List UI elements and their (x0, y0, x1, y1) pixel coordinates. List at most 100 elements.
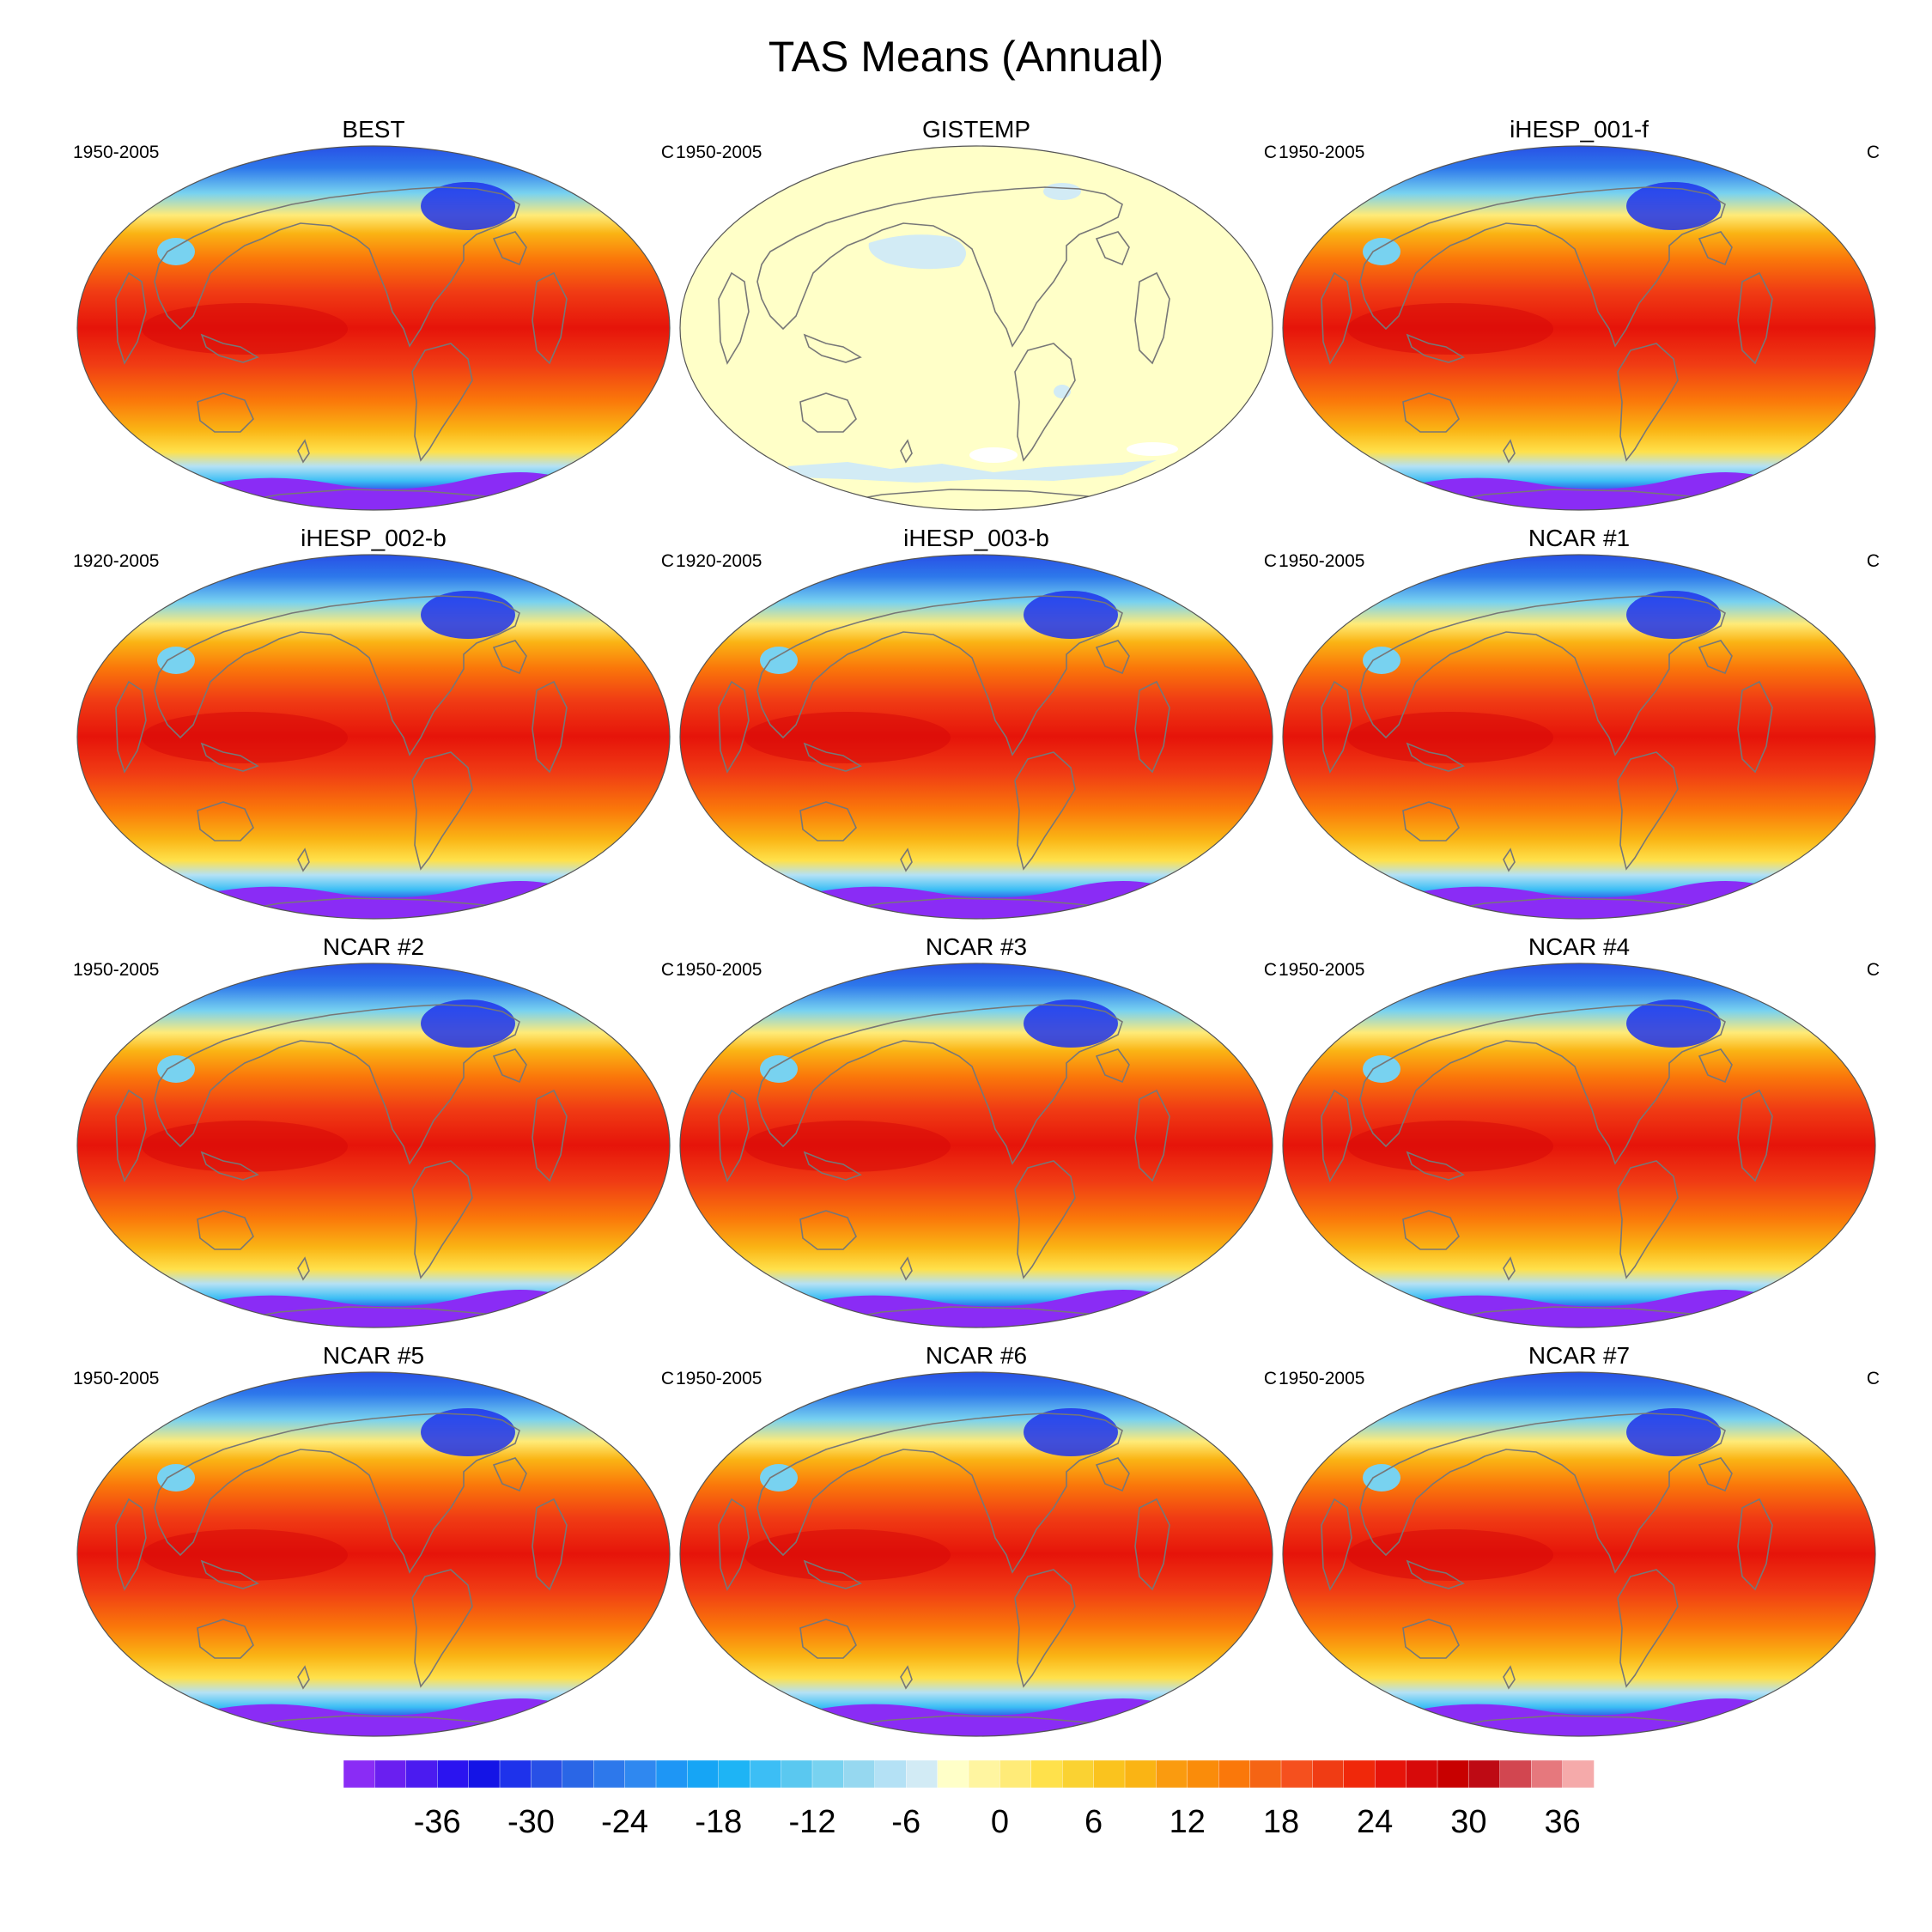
coastline (154, 1413, 520, 1574)
coastline (718, 1498, 750, 1591)
panel-period: 1950-2005 (73, 1369, 160, 1388)
panel-unit: C (1866, 551, 1880, 571)
panel-title: GISTEMP (921, 116, 1030, 143)
colorbar-swatch (687, 1760, 720, 1789)
cold-region (1024, 1408, 1118, 1456)
coastline (718, 1089, 750, 1182)
temperature-map (1282, 145, 1876, 511)
colorbar-swatch (1030, 1760, 1063, 1789)
panel-title: NCAR #6 (925, 1342, 1028, 1369)
colorbar-tick-label: 6 (1084, 1804, 1103, 1840)
cold-region (1024, 999, 1118, 1048)
temperature-map (679, 145, 1273, 511)
cold-region (1626, 182, 1721, 230)
plateau-cold-spot (1363, 1055, 1400, 1083)
panel-period: 1950-2005 (676, 960, 762, 980)
coastline (1321, 1089, 1352, 1182)
coastline (1134, 271, 1170, 365)
temperature-field (1283, 963, 1875, 1327)
coastline (297, 439, 310, 464)
map-panel: iHESP_002-b 1920-2005 C (73, 526, 674, 920)
map-outline (1282, 1371, 1876, 1737)
coastline (1134, 680, 1170, 774)
map-outline (679, 1371, 1273, 1737)
panel-unit: C (1263, 143, 1277, 162)
panel-title: NCAR #4 (1528, 933, 1631, 960)
plateau-cold-spot (760, 647, 798, 674)
coastline (1014, 343, 1076, 462)
map-outline (76, 145, 671, 511)
coastline (718, 271, 750, 365)
colorbar-swatch (1218, 1760, 1251, 1789)
coastline (532, 271, 568, 365)
coastline (803, 742, 862, 772)
map-panel: GISTEMP 1950-2005 C (676, 117, 1277, 512)
warm-pool (744, 1121, 951, 1172)
map-outline (679, 145, 1273, 511)
temperature-field (1283, 146, 1875, 510)
warm-pool (142, 1121, 348, 1172)
missing-data-patch (1127, 442, 1178, 456)
map-panel: NCAR #5 1950-2005 C (73, 1343, 674, 1738)
panel-title: iHESP_002-b (301, 525, 447, 551)
coastline (200, 742, 259, 772)
plateau-cold-spot (1363, 647, 1400, 674)
colorbar-swatch (1406, 1760, 1438, 1789)
warm-pool (1347, 1121, 1553, 1172)
panel-period: 1950-2005 (676, 143, 762, 162)
cool-patch (787, 460, 1157, 483)
panel-title: NCAR #5 (322, 1342, 425, 1369)
map-outline (679, 554, 1273, 920)
colorbar-swatch (811, 1760, 845, 1789)
coastline (411, 1569, 473, 1688)
colorbar-swatch (874, 1760, 907, 1789)
coastline (1095, 640, 1130, 675)
coastline (1698, 1048, 1733, 1084)
cold-region (1626, 591, 1721, 639)
colorbar-swatch (906, 1760, 939, 1789)
panel-period: 1950-2005 (73, 960, 160, 980)
temperature-map (76, 963, 671, 1328)
coastline (532, 1498, 568, 1591)
cold-region (421, 999, 515, 1048)
colorbar-tick-label: 18 (1263, 1804, 1299, 1840)
coastline (411, 751, 473, 871)
coastline (492, 1457, 527, 1492)
colorbar-swatch (999, 1760, 1032, 1789)
colorbar-swatch (781, 1760, 813, 1789)
map-outline (76, 963, 671, 1328)
colorbar-swatch (1499, 1760, 1532, 1789)
coastline (1698, 1457, 1733, 1492)
coastline (297, 1256, 310, 1281)
plateau-cold-spot (1363, 238, 1400, 265)
coastline (1095, 1457, 1130, 1492)
warm-pool (1347, 712, 1553, 763)
panel-period: 1950-2005 (1279, 551, 1365, 571)
panel-title: BEST (342, 116, 405, 143)
coastline (411, 1160, 473, 1279)
colorbar-swatch (1093, 1760, 1126, 1789)
plateau-cold-spot (760, 1464, 798, 1492)
panel-period: 1950-2005 (1279, 960, 1365, 980)
panel-title: NCAR #3 (925, 933, 1028, 960)
coastline (756, 186, 1123, 348)
colorbar-swatch (1280, 1760, 1314, 1789)
panel-unit: C (1866, 1369, 1880, 1388)
temperature-field (77, 555, 670, 919)
coastline (1737, 1089, 1773, 1182)
colorbar-swatch (1312, 1760, 1345, 1789)
coastline (532, 1089, 568, 1182)
map-panel: BEST 1950-2005 C (73, 117, 674, 512)
colorbar-swatch (1343, 1760, 1376, 1789)
coastline (1503, 848, 1516, 872)
colorbar-tick-label: -12 (789, 1804, 836, 1840)
colorbar-tick-label: 12 (1170, 1804, 1206, 1840)
colorbar-swatch (531, 1760, 563, 1789)
map-panel: iHESP_001-f 1950-2005 C (1279, 117, 1880, 512)
coastline (799, 801, 857, 841)
coastline (803, 1151, 862, 1181)
temperature-map (1282, 1371, 1876, 1737)
coastline (154, 1004, 520, 1165)
coastline (1321, 1498, 1352, 1591)
coastline (718, 680, 750, 774)
